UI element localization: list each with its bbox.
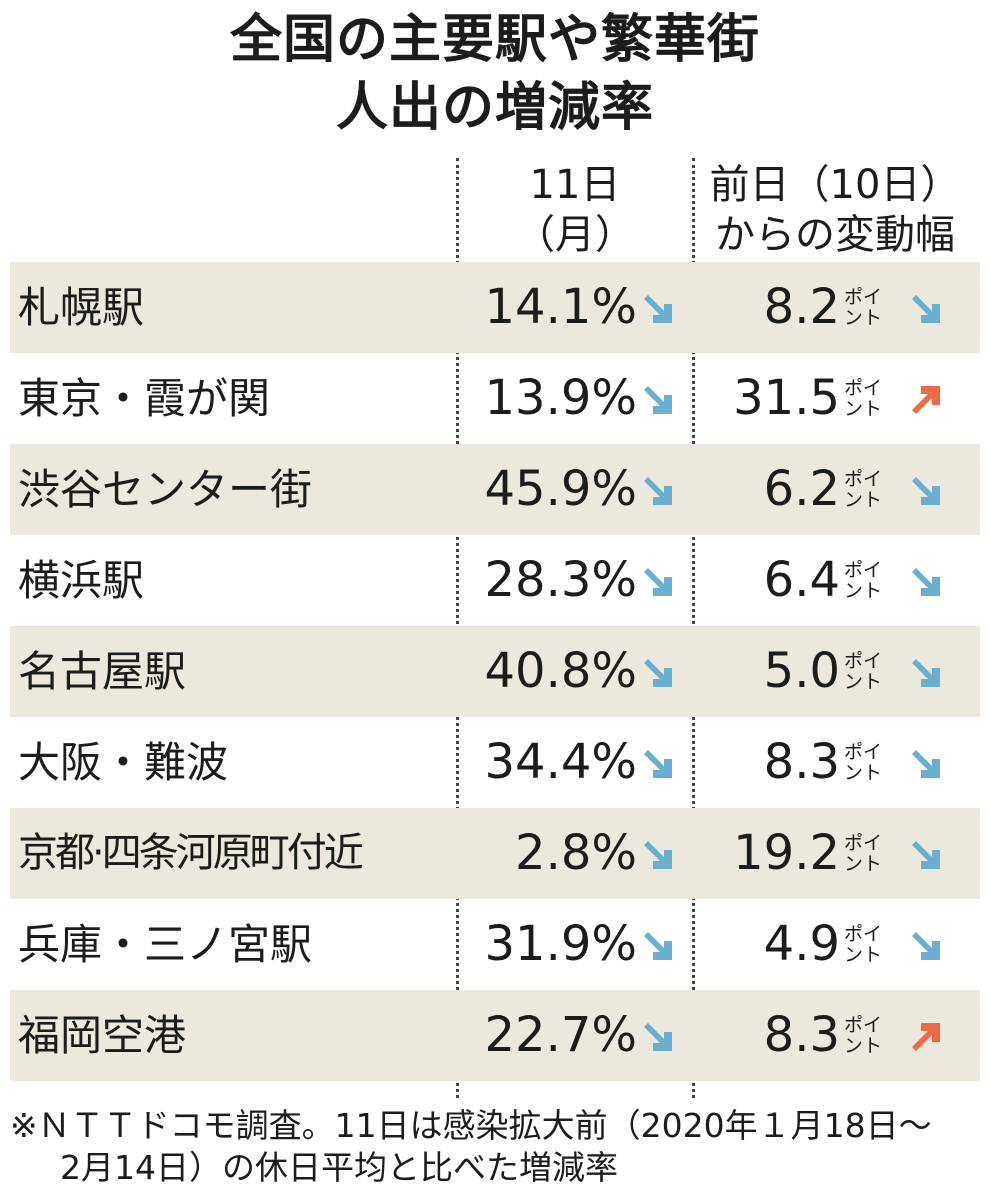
- down-arrow-icon: [644, 750, 672, 778]
- table-row: 大阪・難波 34.4% 8.3 ポイ ント: [10, 717, 980, 808]
- down-arrow-icon: [912, 750, 940, 778]
- point-unit-line1: ポイ: [844, 832, 883, 854]
- column-header-change-line1: 前日（10日）: [709, 162, 961, 208]
- down-arrow-icon: [644, 295, 672, 323]
- point-change-value: 8.3: [763, 1007, 840, 1063]
- column-header-date-line1: 11日: [529, 162, 621, 208]
- location-name: 渋谷センター街: [18, 465, 313, 514]
- down-arrow-icon: [644, 386, 672, 414]
- down-arrow-icon: [912, 295, 940, 323]
- point-unit-line2: ント: [844, 1035, 883, 1057]
- point-unit-line2: ント: [844, 307, 883, 329]
- table-row: 東京・霞が関 13.9% 31.5 ポイ ント: [10, 353, 980, 444]
- down-arrow-icon: [644, 568, 672, 596]
- table-row: 札幌駅 14.1% 8.2 ポイ ント: [10, 262, 980, 353]
- percent-value: 14.1%: [484, 279, 637, 335]
- point-unit-label: ポイ ント: [844, 469, 894, 511]
- down-arrow-icon: [912, 659, 940, 687]
- point-unit-line2: ント: [844, 762, 883, 784]
- column-header-change-line2: からの変動幅: [715, 212, 955, 258]
- column-header-date-line2: （月）: [515, 212, 635, 258]
- location-name: 名古屋駅: [18, 647, 187, 696]
- down-arrow-icon: [912, 841, 940, 869]
- point-unit-line2: ント: [844, 944, 883, 966]
- table-row: 名古屋駅 40.8% 5.0 ポイ ント: [10, 626, 980, 717]
- down-arrow-icon: [644, 1023, 672, 1051]
- down-arrow-icon: [644, 659, 672, 687]
- point-unit-label: ポイ ント: [844, 287, 894, 329]
- down-arrow-icon: [912, 568, 940, 596]
- percent-value: 34.4%: [484, 734, 637, 790]
- footnote-line1: ※ＮＴＴドコモ調査。11日は感染拡大前（2020年１月18日～: [10, 1106, 932, 1145]
- chart-title-line1: 全国の主要駅や繁華街: [229, 10, 760, 70]
- location-name: 京都·四条河原町付近: [18, 830, 364, 876]
- down-arrow-icon: [912, 932, 940, 960]
- data-table: 札幌駅 14.1% 8.2 ポイ ント 東京・霞が関 13.9% 31.5 ポイ ント 渋谷センター…: [10, 262, 980, 1081]
- point-change-value: 31.5: [733, 370, 840, 426]
- percent-value: 13.9%: [484, 370, 637, 426]
- location-name: 東京・霞が関: [18, 374, 271, 423]
- point-unit-label: ポイ ント: [844, 1015, 894, 1057]
- point-unit-label: ポイ ント: [844, 742, 894, 784]
- point-unit-line2: ント: [844, 580, 883, 602]
- location-name: 横浜駅: [18, 556, 145, 605]
- table-row: 福岡空港 22.7% 8.3 ポイ ント: [10, 990, 980, 1081]
- table-row: 横浜駅 28.3% 6.4 ポイ ント: [10, 535, 980, 626]
- column-header-date: 11日 （月）: [460, 160, 690, 260]
- point-unit-label: ポイ ント: [844, 924, 894, 966]
- point-unit-line1: ポイ: [844, 923, 883, 945]
- location-name: 大阪・難波: [18, 738, 229, 787]
- point-unit-line1: ポイ: [844, 559, 883, 581]
- point-unit-line1: ポイ: [844, 377, 883, 399]
- footnote: ※ＮＴＴドコモ調査。11日は感染拡大前（2020年１月18日～ 2月14日）の休…: [10, 1105, 985, 1189]
- table-row: 渋谷センター街 45.9% 6.2 ポイ ント: [10, 444, 980, 535]
- point-unit-line2: ント: [844, 489, 883, 511]
- location-name: 福岡空港: [18, 1011, 187, 1060]
- down-arrow-icon: [644, 841, 672, 869]
- point-change-value: 19.2: [733, 825, 840, 881]
- point-change-value: 5.0: [763, 643, 840, 699]
- percent-value: 45.9%: [484, 461, 637, 517]
- down-arrow-icon: [644, 477, 672, 505]
- chart-title-line2: 人出の増減率: [335, 78, 654, 138]
- up-arrow-icon: [912, 1023, 940, 1051]
- point-change-value: 6.4: [763, 552, 840, 608]
- column-header-change: 前日（10日） からの変動幅: [695, 160, 975, 260]
- point-unit-line2: ント: [844, 671, 883, 693]
- point-unit-label: ポイ ント: [844, 378, 894, 420]
- point-change-value: 8.3: [763, 734, 840, 790]
- point-unit-label: ポイ ント: [844, 651, 894, 693]
- point-unit-line1: ポイ: [844, 650, 883, 672]
- point-change-value: 4.9: [763, 916, 840, 972]
- percent-value: 31.9%: [484, 916, 637, 972]
- down-arrow-icon: [912, 477, 940, 505]
- point-unit-line2: ント: [844, 398, 883, 420]
- point-unit-label: ポイ ント: [844, 560, 894, 602]
- point-change-value: 8.2: [763, 279, 840, 335]
- point-unit-line2: ント: [844, 853, 883, 875]
- point-unit-line1: ポイ: [844, 468, 883, 490]
- location-name: 兵庫・三ノ宮駅: [18, 920, 313, 969]
- percent-value: 40.8%: [484, 643, 637, 699]
- table-row: 兵庫・三ノ宮駅 31.9% 4.9 ポイ ント: [10, 899, 980, 990]
- down-arrow-icon: [644, 932, 672, 960]
- point-unit-line1: ポイ: [844, 1014, 883, 1036]
- point-unit-line1: ポイ: [844, 741, 883, 763]
- percent-value: 2.8%: [515, 825, 637, 881]
- percent-value: 22.7%: [484, 1007, 637, 1063]
- point-change-value: 6.2: [763, 461, 840, 517]
- footnote-line2: 2月14日）の休日平均と比べた増減率: [60, 1148, 618, 1187]
- point-unit-label: ポイ ント: [844, 833, 894, 875]
- table-row: 京都·四条河原町付近 2.8% 19.2 ポイ ント: [10, 808, 980, 899]
- point-unit-line1: ポイ: [844, 286, 883, 308]
- location-name: 札幌駅: [18, 283, 145, 332]
- up-arrow-icon: [912, 386, 940, 414]
- percent-value: 28.3%: [484, 552, 637, 608]
